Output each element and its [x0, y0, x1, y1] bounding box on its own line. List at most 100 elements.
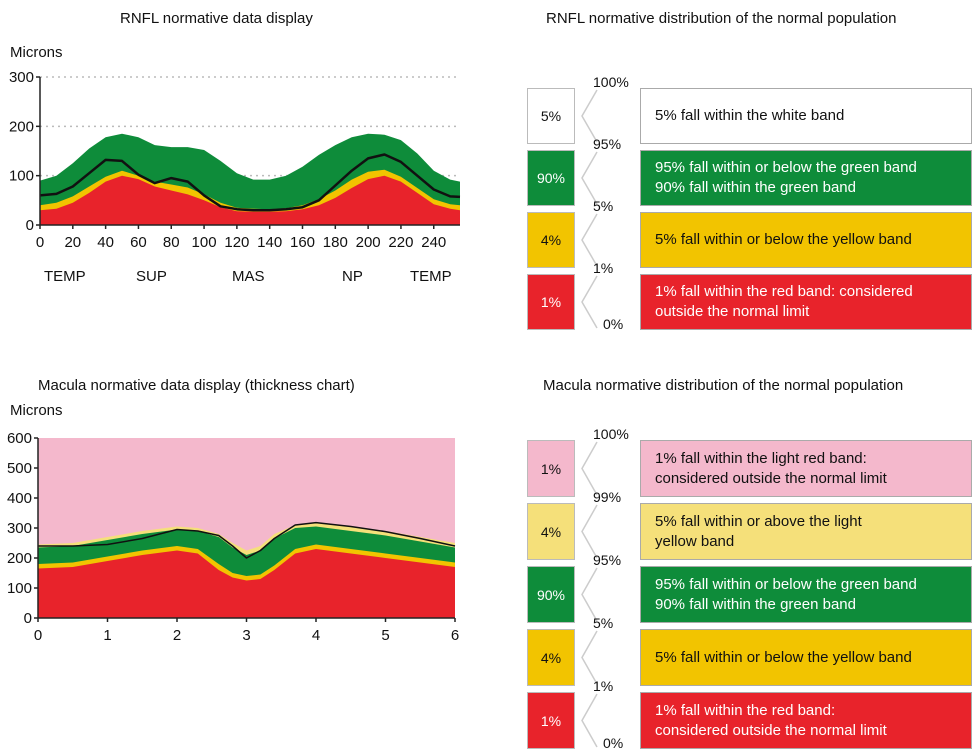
measured-line: [39, 153, 461, 212]
x-tick-label-3: 3: [242, 627, 250, 644]
x-tick-label-240: 240: [421, 234, 446, 251]
rnfl-legend-title: RNFL normative distribution of the norma…: [546, 10, 897, 27]
rnfl-pct-box-2: 4%: [527, 212, 575, 268]
macula-chevron-icon-0: [581, 441, 598, 496]
x-tick-label-0: 0: [34, 627, 42, 644]
x-tick-label-6: 6: [451, 627, 459, 644]
macula-desc-box-2: 95% fall within or below the green band 9…: [640, 566, 972, 623]
y-tick-label-300: 300: [9, 69, 34, 86]
rnfl-desc-box-1: 95% fall within or below the green band 9…: [640, 150, 972, 206]
macula-desc-line: yellow band: [655, 532, 735, 550]
x-tick-label-200: 200: [356, 234, 381, 251]
y-tick-label-100: 100: [9, 168, 34, 185]
y-tick-label-600: 600: [7, 430, 32, 447]
rnfl-desc-line: outside the normal limit: [655, 303, 810, 320]
x-tick-label-1: 1: [103, 627, 111, 644]
rnfl-pct-box-0: 5%: [527, 88, 575, 144]
rnfl-pct-box-3: 1%: [527, 274, 575, 330]
rnfl-desc-box-2: 5% fall within or below the yellow band: [640, 212, 972, 268]
rnfl-chart: 0 100 200 300 0 20 40 60 80 100 120 140 160 180 200 220…: [9, 69, 461, 251]
y-tick-label-500: 500: [7, 460, 32, 477]
macula-desc-box-0: 1% fall within the light red band: consid…: [640, 440, 972, 497]
rnfl-desc-line: 95% fall within or below the green band: [655, 159, 917, 176]
band-red: [40, 175, 460, 225]
macula-cum-label-2: 95%: [593, 552, 622, 568]
x-tick-label-60: 60: [130, 234, 147, 251]
rnfl-chevron-icon-3: [581, 275, 598, 329]
x-tick-label-160: 160: [290, 234, 315, 251]
macula-chevron-icon-1: [581, 504, 598, 559]
macula-pct-box-2: 90%: [527, 566, 575, 623]
macula-cum-label-1: 99%: [593, 489, 622, 505]
macula-chevron-icon-2: [581, 567, 598, 622]
rnfl-cum-label-bottom: 0%: [603, 316, 624, 332]
macula-desc-line: 1% fall within the light red band:: [655, 449, 867, 467]
x-tick-label-4: 4: [312, 627, 320, 644]
region-label-temp-right: TEMP: [410, 268, 452, 285]
x-tick-label-40: 40: [97, 234, 114, 251]
band-red: [38, 549, 455, 618]
macula-pct-box-1: 4%: [527, 503, 575, 560]
rnfl-cum-label-1: 95%: [593, 136, 622, 152]
macula-desc-line: 90% fall within the green band: [655, 595, 856, 613]
rnfl-y-axis-label: Microns: [10, 44, 63, 61]
y-tick-label-100: 100: [7, 580, 32, 597]
region-label-mas: MAS: [232, 268, 265, 285]
x-tick-label-0: 0: [36, 234, 44, 251]
x-tick-label-140: 140: [257, 234, 282, 251]
y-tick-label-0: 0: [24, 610, 32, 627]
macula-desc-line: considered outside the normal limit: [655, 721, 887, 739]
rnfl-desc-line: 5% fall within or below the yellow band: [655, 231, 912, 248]
macula-legend-title: Macula normative distribution of the nor…: [543, 377, 904, 394]
rnfl-cum-label-3: 1%: [593, 260, 614, 276]
macula-desc-line: 5% fall within or above the light: [655, 512, 862, 530]
macula-desc-line: 1% fall within the red band:: [655, 701, 836, 719]
macula-chart: 0 100 200 300 400 500 600 0 1 2 3 4 5 6: [7, 430, 459, 644]
macula-cum-label-0: 100%: [593, 426, 629, 442]
macula-cum-label-3: 5%: [593, 615, 614, 631]
rnfl-region-labels: TEMP SUP MAS NP TEMP: [0, 268, 470, 288]
rnfl-desc-line: 1% fall within the red band: considered: [655, 283, 913, 300]
x-tick-label-20: 20: [64, 234, 81, 251]
rnfl-chevron-icon-1: [581, 151, 598, 205]
macula-chart-title: Macula normative data display (thickness…: [38, 377, 355, 394]
macula-chevron-icon-4: [581, 693, 598, 748]
x-tick-label-5: 5: [381, 627, 389, 644]
rnfl-chevron-icon-0: [581, 89, 598, 143]
y-tick-label-200: 200: [9, 118, 34, 135]
x-tick-label-2: 2: [173, 627, 181, 644]
rnfl-chart-title: RNFL normative data display: [120, 10, 313, 27]
macula-y-axis-label: Microns: [10, 402, 63, 419]
macula-pct-box-3: 4%: [527, 629, 575, 686]
rnfl-desc-line: 90% fall within the green band: [655, 179, 856, 196]
y-tick-label-300: 300: [7, 520, 32, 537]
rnfl-desc-box-0: 5% fall within the white band: [640, 88, 972, 144]
region-label-temp-left: TEMP: [44, 268, 86, 285]
macula-cum-label-bottom: 0%: [603, 735, 624, 751]
x-tick-label-180: 180: [323, 234, 348, 251]
rnfl-desc-line: 5% fall within the white band: [655, 107, 845, 124]
x-tick-label-120: 120: [224, 234, 249, 251]
macula-desc-box-3: 5% fall within or below the yellow band: [640, 629, 972, 686]
macula-chevron-icon-3: [581, 630, 598, 685]
rnfl-pct-box-1: 90%: [527, 150, 575, 206]
x-tick-label-100: 100: [192, 234, 217, 251]
macula-desc-box-1: 5% fall within or above the light yellow …: [640, 503, 972, 560]
y-tick-label-0: 0: [26, 217, 34, 234]
rnfl-cum-label-0: 100%: [593, 74, 629, 90]
rnfl-chevron-icon-2: [581, 213, 598, 267]
y-tick-label-200: 200: [7, 550, 32, 567]
macula-desc-box-4: 1% fall within the red band: considered o…: [640, 692, 972, 749]
macula-desc-line: 95% fall within or below the green band: [655, 575, 917, 593]
x-tick-label-220: 220: [388, 234, 413, 251]
macula-pct-box-4: 1%: [527, 692, 575, 749]
y-tick-label-400: 400: [7, 490, 32, 507]
rnfl-desc-box-3: 1% fall within the red band: considered o…: [640, 274, 972, 330]
macula-desc-line: 5% fall within or below the yellow band: [655, 648, 912, 666]
macula-pct-box-0: 1%: [527, 440, 575, 497]
macula-cum-label-4: 1%: [593, 678, 614, 694]
rnfl-cum-label-2: 5%: [593, 198, 614, 214]
measured-line: [38, 521, 456, 559]
region-label-sup: SUP: [136, 268, 167, 285]
macula-desc-line: considered outside the normal limit: [655, 469, 887, 487]
